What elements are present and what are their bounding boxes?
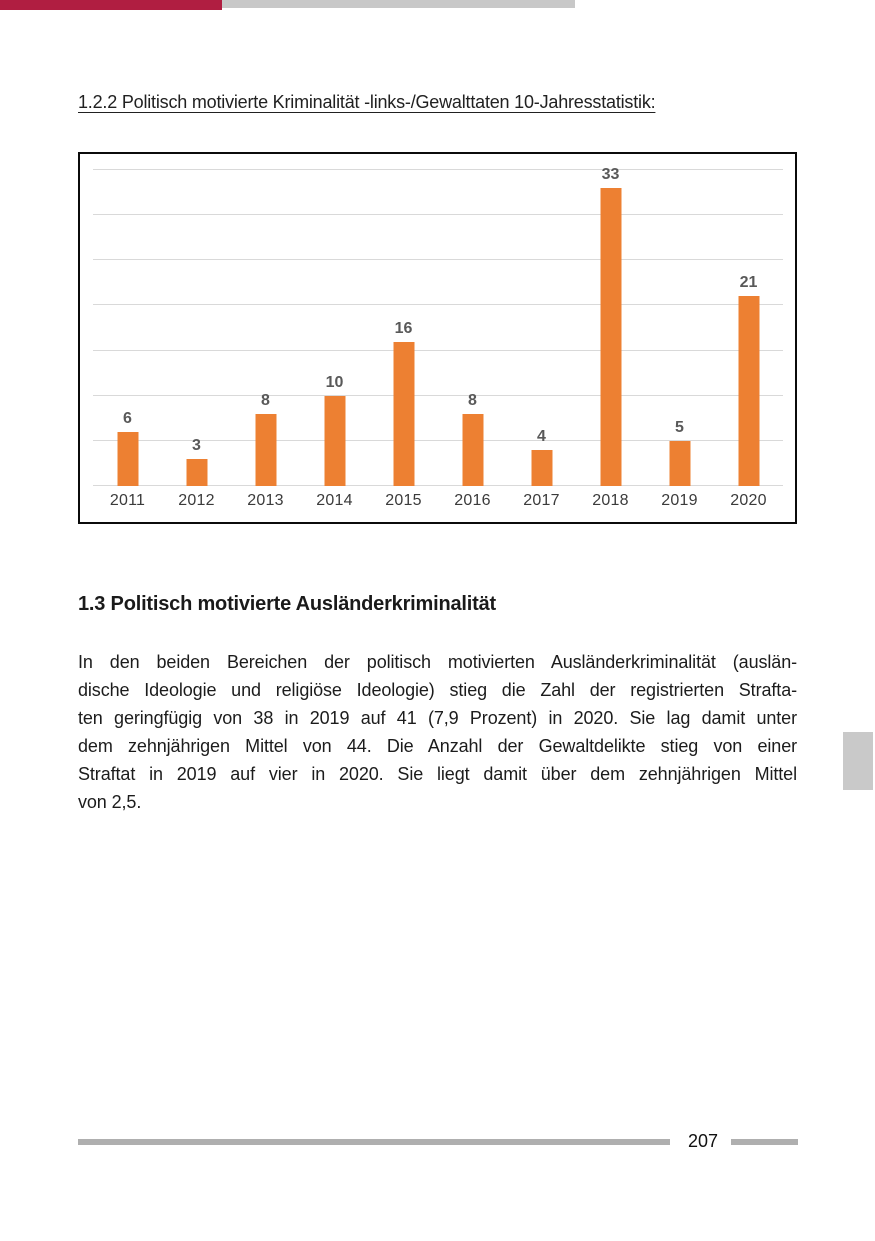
chart-x-label-2013: 2013 (247, 492, 284, 509)
chart-bar-2014 (324, 395, 345, 486)
bar-chart: 6 3 8 10 16 8 4 33 5 21 2011 2012 2013 2014 2015 2016 2… (78, 152, 797, 524)
chart-x-label-2015: 2015 (385, 492, 422, 509)
chart-x-label-2017: 2017 (523, 492, 560, 509)
paragraph-line: von 2,5. (78, 792, 142, 812)
chart-value-label: 3 (192, 436, 201, 454)
chart-bar-2020 (738, 296, 759, 486)
chart-gridline (93, 169, 783, 170)
footer-decoration-bar-long (78, 1139, 670, 1145)
chart-value-label: 21 (739, 274, 758, 292)
chart-bar-2011 (117, 431, 138, 486)
chart-bar-column: 33 (576, 166, 645, 486)
chart-gridline (93, 349, 783, 351)
chart-bar-2016 (462, 413, 483, 486)
chart-value-label: 6 (123, 409, 132, 427)
chart-x-label-2012: 2012 (178, 492, 215, 509)
chart-bar-2018 (600, 188, 621, 486)
paragraph-line: Straftat in 2019 auf vier in 2020. Sie l… (78, 764, 797, 784)
chapter-heading: 1.2.2 Politisch motivierte Kriminalität … (78, 92, 656, 112)
chart-x-axis: 2011 2012 2013 2014 2015 2016 2017 2018 2019 2020 (93, 492, 783, 514)
chart-x-label-2019: 2019 (661, 492, 698, 509)
paragraph-line: ten geringfügig von 38 in 2019 auf 41 (7… (78, 708, 797, 728)
header-decoration-gray-bar (0, 0, 575, 8)
chart-value-label: 8 (468, 391, 477, 409)
chart-value-label: 4 (537, 427, 546, 445)
chart-gridline (93, 485, 783, 486)
footer-decoration-bar-short (731, 1139, 798, 1145)
chart-value-label: 8 (261, 391, 270, 409)
chart-bar-2019 (669, 440, 690, 486)
chart-bar-column: 16 (369, 170, 438, 486)
chart-bar-column: 5 (645, 170, 714, 486)
chart-bar-column: 10 (300, 170, 369, 486)
chart-bar-column: 8 (438, 170, 507, 486)
chart-bar-column: 4 (507, 170, 576, 486)
chart-bar-column: 6 (93, 170, 162, 486)
chart-gridline (93, 394, 783, 396)
chart-bar-column: 21 (714, 170, 783, 486)
chart-gridline (93, 439, 783, 441)
chart-plot-area: 6 3 8 10 16 8 4 33 5 21 (93, 166, 783, 486)
chart-gridline (93, 259, 783, 261)
page-number: 207 (687, 1131, 718, 1151)
chart-bar-column: 8 (231, 170, 300, 486)
chart-x-label-2011: 2011 (109, 492, 146, 509)
page-edge-tab (843, 732, 873, 790)
chart-value-label: 16 (394, 319, 413, 337)
chart-bar-2012 (186, 458, 207, 486)
paragraph-line: In den beiden Bereichen der politisch mo… (78, 652, 797, 672)
chart-gridline (93, 214, 783, 216)
chart-bar-column: 3 (162, 170, 231, 486)
section-heading: 1.3 Politisch motivierte Ausländerkrimin… (78, 593, 496, 615)
chart-bar-2015 (393, 341, 414, 486)
header-decoration-red-bar (0, 0, 222, 10)
chart-bar-2017 (531, 449, 552, 486)
chart-x-label-2018: 2018 (592, 492, 629, 509)
paragraph-line: dem zehnjährigen Mittel von 44. Die Anza… (78, 736, 797, 756)
chart-x-label-2020: 2020 (730, 492, 767, 509)
chart-value-label: 10 (325, 373, 344, 391)
chart-value-label: 5 (675, 418, 684, 436)
chart-x-label-2016: 2016 (454, 492, 491, 509)
chart-x-label-2014: 2014 (316, 492, 353, 509)
paragraph-line: dische Ideologie und religiöse Ideologie… (78, 680, 797, 700)
chart-bar-2013 (255, 413, 276, 486)
chart-gridline (93, 304, 783, 306)
body-paragraph: In den beiden Bereichen der politisch mo… (78, 648, 797, 816)
chart-value-label: 33 (601, 166, 620, 184)
